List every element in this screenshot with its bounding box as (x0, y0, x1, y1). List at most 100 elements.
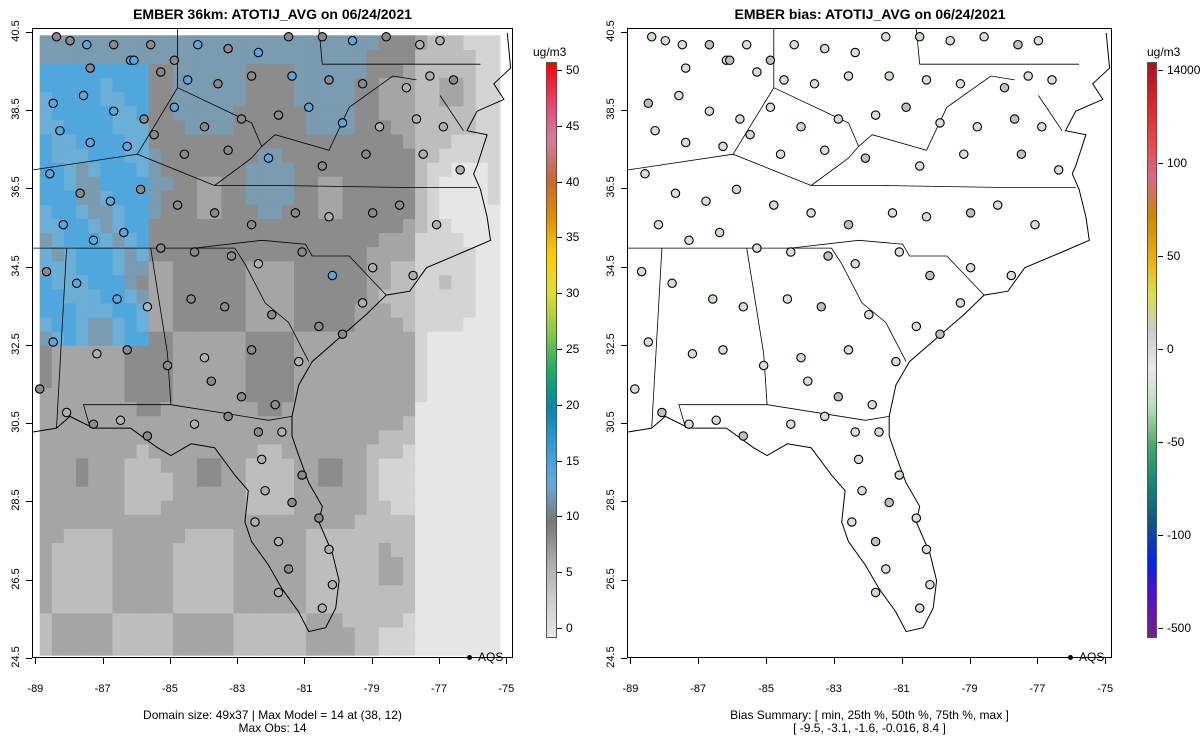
x-tick-label: -79 (363, 683, 380, 695)
aqs-site-marker (193, 39, 203, 50)
aqs-site-marker (65, 35, 75, 46)
aqs-site-marker (1033, 35, 1044, 46)
aqs-site-marker (267, 309, 277, 320)
x-tick-label: -77 (1029, 683, 1046, 695)
colorbar-label: 20 (566, 397, 580, 412)
state-border (810, 75, 1015, 186)
aqs-site-marker (347, 35, 358, 46)
y-tick-mark (26, 423, 32, 425)
aqs-site-marker (223, 145, 233, 156)
aqs-site-marker (273, 587, 284, 598)
x-tick-label: -87 (94, 683, 111, 695)
aqs-site-marker (297, 247, 307, 257)
state-border (1038, 95, 1063, 131)
y-tick-mark (621, 31, 627, 33)
x-tick-mark (766, 658, 768, 664)
aqs-site-marker (816, 302, 827, 312)
aqs-site-marker (643, 337, 654, 347)
aqs-site-marker (317, 32, 328, 42)
state-border (848, 122, 859, 147)
y-tick-mark (26, 658, 32, 659)
aqs-site-marker (775, 149, 786, 159)
y-tick-label: 26.5 (605, 568, 617, 590)
x-tick-mark (630, 658, 632, 664)
aqs-site-marker (945, 35, 955, 46)
left-map-frame (32, 28, 513, 658)
aqs-site-marker (847, 517, 857, 527)
aqs-site-marker (779, 75, 789, 85)
x-tick-mark (833, 658, 835, 664)
right-colorbar-unit: ug/m3 (1147, 45, 1181, 59)
aqs-site-marker (935, 329, 945, 339)
aqs-site-marker (870, 110, 881, 120)
state-border (767, 404, 890, 421)
aqs-site-marker (401, 82, 412, 93)
x-tick-mark (506, 658, 508, 664)
y-tick-label: 28.5 (10, 489, 22, 512)
aqs-marker-icon (467, 655, 472, 661)
aqs-site-marker (999, 82, 1010, 93)
aqs-site-marker (708, 294, 718, 304)
state-border (678, 248, 768, 429)
aqs-site-marker (357, 298, 368, 308)
aqs-site-marker (640, 169, 650, 179)
state-border (251, 122, 263, 147)
aqs-site-marker (337, 118, 348, 128)
aqs-site-marker (769, 200, 779, 210)
aqs-site-marker (752, 67, 762, 77)
aqs-site-marker (283, 32, 294, 42)
aqs-site-marker (105, 196, 116, 206)
aqs-site-marker (260, 485, 270, 496)
aqs-site-marker (843, 219, 854, 230)
aqs-site-marker (122, 345, 132, 355)
aqs-site-marker (860, 153, 871, 163)
aqs-site-marker (327, 579, 338, 590)
aqs-site-marker (833, 392, 844, 402)
aqs-site-marker (630, 384, 640, 394)
aqs-site-marker (891, 356, 901, 367)
aqs-site-marker (327, 270, 338, 281)
aqs-site-marker (884, 71, 894, 81)
aqs-site-marker (653, 219, 664, 230)
aqs-site-marker (921, 212, 932, 222)
aqs-site-marker (337, 329, 348, 339)
y-tick-mark (26, 110, 32, 112)
y-tick-label: 32.5 (605, 333, 617, 355)
aqs-site-marker (108, 106, 119, 116)
aqs-site-marker (361, 149, 371, 159)
aqs-site-marker (145, 39, 156, 50)
y-tick-label: 24.5 (10, 646, 22, 668)
aqs-site-marker (199, 352, 210, 363)
aqs-site-marker (911, 513, 922, 523)
aqs-site-marker (1023, 71, 1033, 81)
aqs-site-marker (657, 407, 667, 418)
aqs-site-marker (819, 43, 830, 54)
y-tick-mark (621, 579, 627, 581)
aqs-site-marker (438, 122, 449, 132)
aqs-site-marker (135, 184, 146, 195)
aqs-site-marker (122, 141, 132, 152)
right-panel-title: EMBER bias: ATOTIJ_AVG on 06/24/2021 (734, 6, 1006, 22)
aqs-site-marker (45, 169, 55, 179)
aqs-site-marker (250, 517, 260, 527)
aqs-site-marker (1006, 270, 1017, 281)
coastline (33, 32, 512, 633)
aqs-site-marker (646, 32, 657, 42)
x-tick-label: -83 (825, 683, 842, 695)
aqs-marker-icon (1068, 655, 1073, 661)
aqs-site-marker (911, 321, 922, 332)
colorbar-label: 100 (1167, 156, 1188, 170)
aqs-site-marker (1030, 219, 1040, 230)
aqs-site-marker (61, 407, 72, 418)
aqs-site-marker (108, 39, 119, 50)
left-footer-line1: Domain size: 49x37 | Max Model = 14 at (… (143, 708, 402, 722)
state-border (170, 404, 293, 421)
aqs-site-marker (887, 208, 898, 218)
aqs-site-marker (34, 384, 45, 394)
colorbar-label: 15 (566, 453, 580, 468)
colorbar-tick (1158, 349, 1163, 350)
colorbar-label: -100 (1167, 528, 1192, 542)
aqs-site-marker (806, 208, 816, 218)
aqs-site-marker (206, 376, 217, 386)
x-tick-label: -75 (498, 683, 515, 695)
